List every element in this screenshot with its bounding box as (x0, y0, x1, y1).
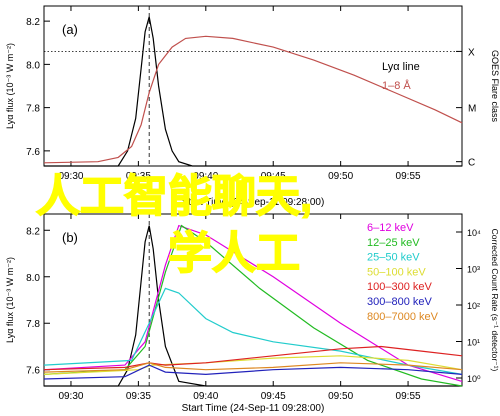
y-tick-label: 7.8 (26, 319, 40, 330)
right-tick-label: X (468, 47, 475, 58)
x-tick-label: 09:35 (126, 391, 151, 402)
panel-a-frame (43, 5, 463, 167)
y-tick-label: 8.0 (26, 60, 40, 71)
overlay-text-line2: 学人工 (168, 229, 300, 278)
right-tick-label: 10³ (467, 265, 480, 275)
panel-a-legend: Lyα line 1–8 Å (382, 61, 420, 92)
right-tick-label: 10⁰ (467, 374, 481, 384)
overlay-text-line1: 人工智能聊天, (36, 172, 312, 221)
overlay-watermark: 人工智能聊天, 学人工 (35, 171, 313, 279)
right-tick-label: C (468, 158, 475, 169)
x-tick-label: 09:50 (328, 391, 353, 402)
panel-a-xlabel: Start Time (24-Sep-11 09:28:00) (182, 197, 325, 208)
panel-b-right-axis-label: Corrected Count Rate (s⁻¹ detector⁻¹) (490, 229, 500, 372)
right-tick-label: 10¹ (467, 338, 480, 348)
panel-b: 09:30 09:35 09:40 09:45 09:50 09:55 7.6 7.8 8.0 8… (5, 213, 500, 414)
panel-a: 09:30 09:35 09:40 09:45 09:50 09:55 7.6 7.8 8.0 8… (5, 5, 500, 208)
x-tick-label: 09:55 (396, 391, 421, 402)
legend-item-25-50-kev: 25–50 keV (367, 252, 420, 264)
series-line-1-8 (43, 35, 463, 164)
x-tick-label: 09:55 (396, 171, 421, 182)
legend-item-6-12-kev: 6–12 keV (367, 222, 414, 234)
panel-b-plot: 09:30 09:35 09:40 09:45 09:50 09:55 7.6 7.8 8.0 8… (26, 214, 481, 402)
panel-a-ylabel: Lyα flux (10⁻³ W m⁻²) (5, 43, 15, 129)
x-tick-label: 09:50 (328, 171, 353, 182)
legend-item-100-300-kev: 100–300 keV (367, 281, 432, 293)
y-tick-label: 7.8 (26, 104, 40, 115)
panel-b-xlabel: Start Time (24-Sep-11 09:28:00) (182, 403, 325, 414)
x-tick-label: 09:35 (126, 171, 151, 182)
right-tick-label: M (468, 104, 476, 115)
panel-a-label: (a) (62, 22, 78, 37)
panel-b-legend: 6–12 keV 12–25 keV 25–50 keV 50–100 keV 100–… (367, 222, 439, 323)
y-tick-label: 8.0 (26, 273, 40, 284)
legend-item-50-100-kev: 50–100 keV (367, 266, 426, 278)
x-tick-label: 09:45 (261, 171, 286, 182)
y-tick-label: 8.2 (26, 17, 40, 28)
y-tick-label: 8.2 (26, 226, 40, 237)
series-line-100-300-kev (43, 345, 463, 371)
series-line-ly-line (44, 16, 462, 167)
series-line-ly (44, 225, 462, 387)
series-line-12-25-kev (43, 224, 463, 387)
x-tick-label: 09:45 (261, 391, 286, 402)
x-tick-label: 09:40 (193, 171, 218, 182)
x-tick-label: 09:40 (193, 391, 218, 402)
legend-item-1-8a: 1–8 Å (382, 79, 411, 92)
panel-b-ylabel: Lyα flux (10⁻³ W m⁻²) (5, 257, 15, 343)
right-tick-label: 10² (467, 301, 480, 311)
series-line-25-50-kev (43, 287, 463, 375)
legend-item-300-800-kev: 300–800 keV (367, 296, 432, 308)
legend-item-lya-line: Lyα line (382, 61, 420, 73)
legend-item-12-25-kev: 12–25 keV (367, 237, 420, 249)
series-line-800-7000-kev (43, 362, 463, 373)
x-tick-label: 09:30 (58, 391, 83, 402)
series-line-300-800-kev (43, 364, 463, 380)
panel-a-plot: 09:30 09:35 09:40 09:45 09:50 09:55 7.6 7.8 8.0 8… (26, 6, 476, 182)
panel-a-right-axis-label: GOES Flare class (490, 50, 500, 123)
y-tick-label: 7.6 (26, 147, 40, 158)
x-tick-label: 09:30 (58, 171, 83, 182)
right-tick-label: 10⁴ (467, 228, 481, 238)
y-tick-label: 7.6 (26, 366, 40, 377)
legend-item-800-7000-kev: 800–7000 keV (367, 311, 439, 323)
panel-b-label: (b) (62, 230, 78, 245)
